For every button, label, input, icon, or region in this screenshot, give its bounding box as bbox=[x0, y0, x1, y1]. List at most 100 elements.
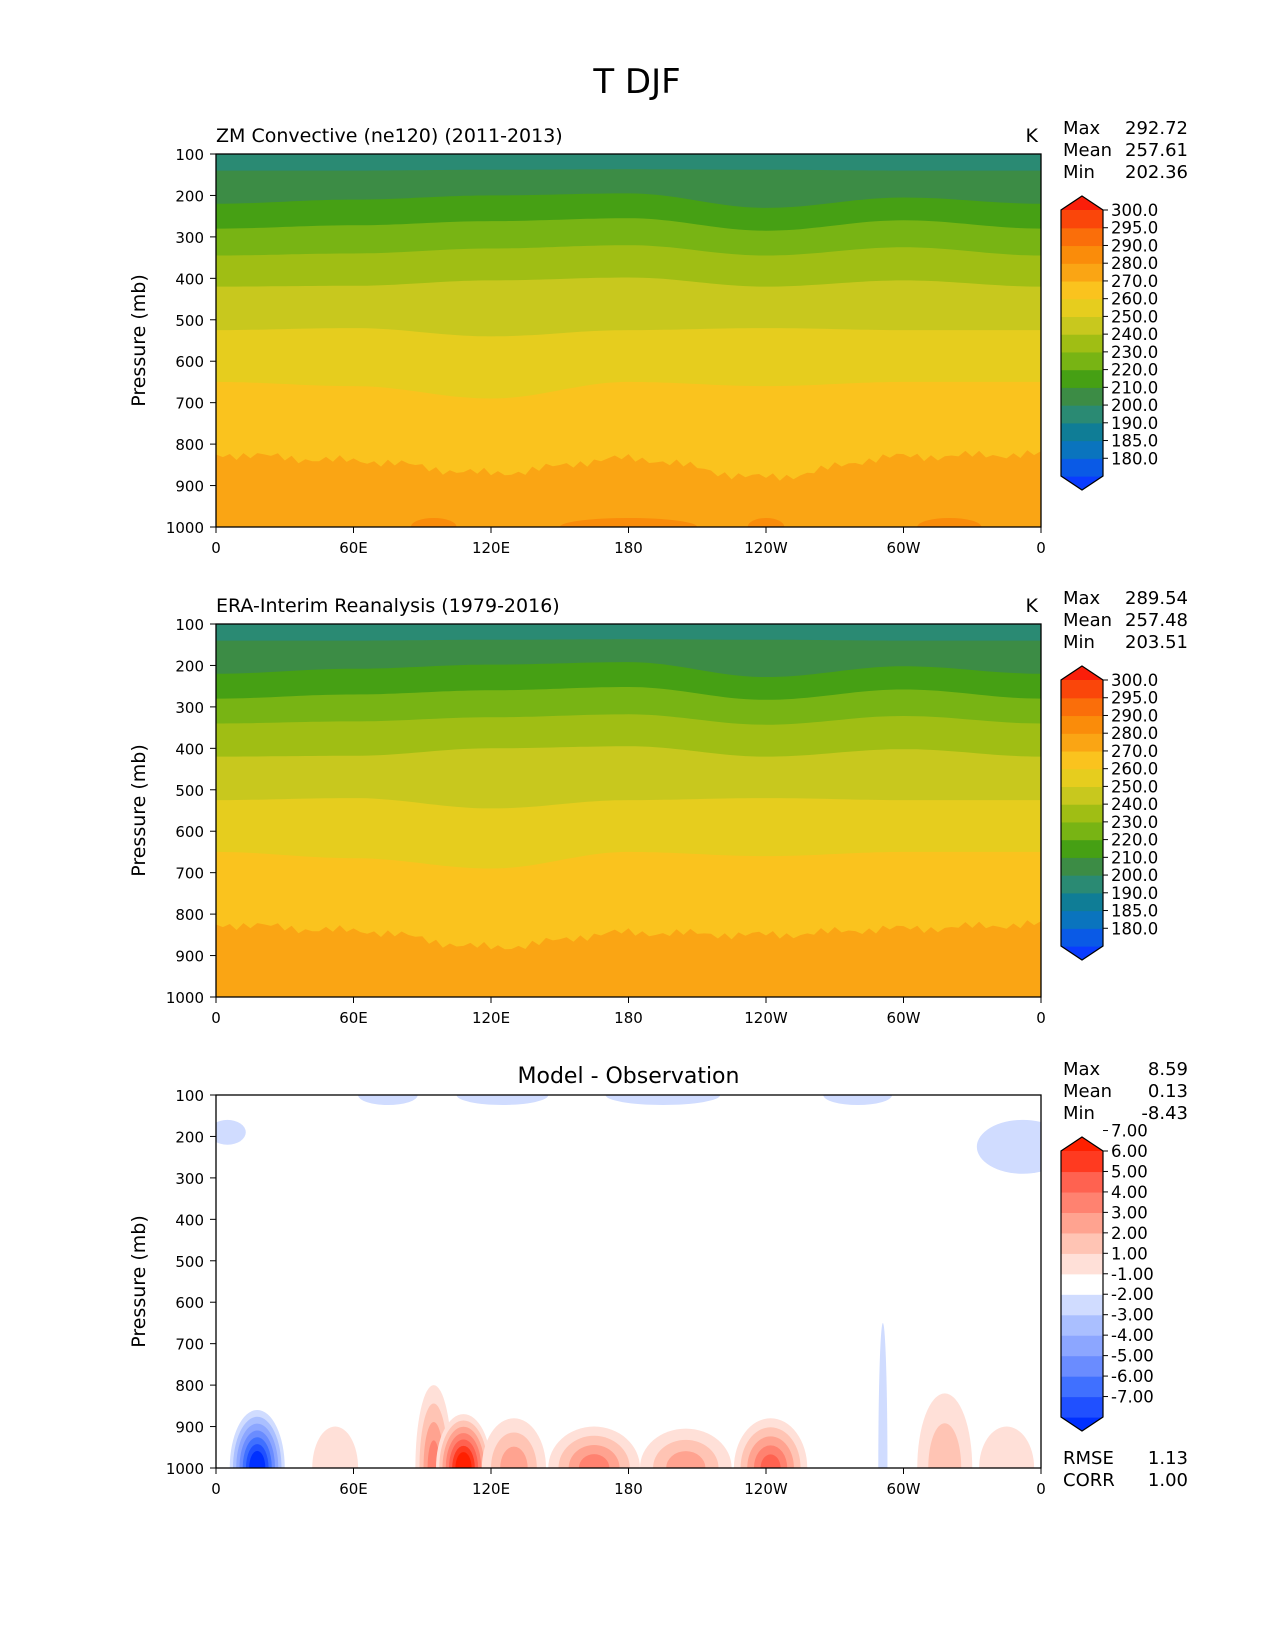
colorbar-swatch bbox=[1061, 1171, 1103, 1193]
contour-band bbox=[216, 450, 1041, 527]
y-tick-label: 800 bbox=[175, 436, 204, 454]
y-tick-label: 100 bbox=[175, 146, 204, 164]
colorbar-label: 295.0 bbox=[1111, 689, 1158, 708]
colorbar-label: 270.0 bbox=[1111, 272, 1158, 291]
colorbar-swatch bbox=[1061, 1335, 1103, 1357]
y-tick-label: 500 bbox=[175, 1253, 204, 1271]
contour-field bbox=[216, 154, 1041, 527]
colorbar-label: 295.0 bbox=[1111, 219, 1158, 238]
stat-value: 257.61 bbox=[1125, 140, 1188, 161]
colorbar-swatch bbox=[1061, 892, 1103, 912]
contour-band bbox=[928, 1423, 962, 1468]
colorbar-extend-low bbox=[1061, 1417, 1103, 1431]
y-tick-label: 400 bbox=[175, 740, 204, 758]
contour-field bbox=[216, 1095, 1041, 1468]
contour-band bbox=[456, 1095, 549, 1105]
x-tick-label: 0 bbox=[1036, 1009, 1046, 1027]
contour-band bbox=[878, 1322, 888, 1468]
colorbar-label: 200.0 bbox=[1111, 866, 1158, 885]
x-tick-label: 60W bbox=[887, 1009, 921, 1027]
colorbar-swatch bbox=[1061, 733, 1103, 752]
panel-title: Model - Observation bbox=[518, 1064, 740, 1089]
colorbar-label: 6.00 bbox=[1111, 1142, 1148, 1161]
y-tick-label: 900 bbox=[175, 1419, 204, 1437]
colorbar-swatch bbox=[1061, 458, 1103, 477]
colorbar-label: 260.0 bbox=[1111, 290, 1158, 309]
y-tick-label: 100 bbox=[175, 616, 204, 634]
panel-observation: 100 200 300 400 500 600 700 800 900 1000 0 60E 120E 1… bbox=[128, 588, 1188, 1027]
panel-model: 100 200 300 400 500 600 700 800 900 1000 0 60E 120E 1… bbox=[128, 118, 1188, 557]
y-tick-label: 700 bbox=[175, 865, 204, 883]
stat-label: Max bbox=[1063, 118, 1101, 139]
x-tick-label: 0 bbox=[1036, 539, 1046, 557]
colorbar-label: 240.0 bbox=[1111, 325, 1158, 344]
colorbar-extend-high bbox=[1061, 1137, 1103, 1151]
y-tick-label: 700 bbox=[175, 395, 204, 413]
stat-label: Max bbox=[1063, 588, 1101, 609]
colorbar-label: -5.00 bbox=[1111, 1347, 1154, 1366]
panel-title: ZM Convective (ne120) (2011-2013) bbox=[216, 125, 563, 147]
stat-label: Min bbox=[1063, 1103, 1095, 1124]
contour-band bbox=[410, 518, 457, 527]
colorbar-swatch bbox=[1061, 422, 1103, 442]
colorbar-swatch bbox=[1061, 839, 1103, 858]
colorbar-swatch bbox=[1061, 1396, 1103, 1418]
contour-band bbox=[666, 1451, 706, 1468]
colorbar-swatch bbox=[1061, 715, 1103, 734]
contour-band bbox=[252, 1457, 263, 1468]
x-tick-label: 120W bbox=[744, 1480, 788, 1498]
y-tick-label: 100 bbox=[175, 1087, 204, 1105]
y-tick-label: 1000 bbox=[166, 989, 204, 1007]
stat-label: Min bbox=[1063, 632, 1095, 653]
y-tick-label: 800 bbox=[175, 1377, 204, 1395]
x-tick-label: 180 bbox=[614, 539, 643, 557]
x-tick-label: 60W bbox=[887, 1480, 921, 1498]
colorbar-label: 250.0 bbox=[1111, 307, 1158, 326]
colorbar-swatch bbox=[1061, 1191, 1103, 1213]
colorbar-label: 250.0 bbox=[1111, 777, 1158, 796]
y-tick-label: 900 bbox=[175, 478, 204, 496]
colorbar-swatch bbox=[1061, 280, 1103, 300]
colorbar-swatch bbox=[1061, 821, 1103, 841]
colorbar-swatch bbox=[1061, 316, 1103, 335]
metric-value: 1.00 bbox=[1148, 1470, 1188, 1491]
contour-band bbox=[917, 518, 982, 527]
colorbar-label: 190.0 bbox=[1111, 414, 1158, 433]
y-tick-label: 600 bbox=[175, 823, 204, 841]
colorbar-swatch bbox=[1061, 387, 1103, 406]
colorbar-label: 300.0 bbox=[1111, 201, 1158, 220]
colorbar-extend-low bbox=[1061, 476, 1103, 490]
y-tick-label: 200 bbox=[175, 657, 204, 675]
colorbar-swatch bbox=[1061, 680, 1103, 699]
x-tick-label: 120E bbox=[472, 1480, 510, 1498]
stat-value: -8.43 bbox=[1141, 1103, 1188, 1124]
y-tick-label: 200 bbox=[175, 187, 204, 205]
colorbar-label: 1.00 bbox=[1111, 1244, 1148, 1263]
panel-units: K bbox=[1026, 125, 1039, 147]
colorbar-label: 200.0 bbox=[1111, 396, 1158, 415]
colorbar-label: 190.0 bbox=[1111, 884, 1158, 903]
colorbar-swatch bbox=[1061, 351, 1103, 371]
colorbar-swatch bbox=[1061, 1294, 1103, 1316]
colorbar-swatch bbox=[1061, 768, 1103, 787]
contour-band bbox=[578, 1454, 610, 1468]
contour-band bbox=[760, 1454, 781, 1468]
y-tick-label: 800 bbox=[175, 906, 204, 924]
y-tick-label: 500 bbox=[175, 782, 204, 800]
x-tick-label: 60E bbox=[339, 539, 368, 557]
contour-band bbox=[823, 1095, 893, 1105]
y-tick-label: 400 bbox=[175, 270, 204, 288]
stat-value: 8.59 bbox=[1148, 1059, 1188, 1080]
colorbar-swatch bbox=[1061, 1151, 1103, 1173]
contour-band bbox=[605, 1095, 721, 1105]
y-tick-label: 1000 bbox=[166, 1460, 204, 1478]
figure-title: T DJF bbox=[592, 62, 680, 102]
contour-band bbox=[216, 920, 1041, 997]
x-tick-label: 120W bbox=[744, 539, 788, 557]
y-tick-label: 600 bbox=[175, 353, 204, 371]
colorbar-swatch bbox=[1061, 697, 1103, 717]
y-tick-label: 300 bbox=[175, 229, 204, 247]
stat-value: 292.72 bbox=[1125, 118, 1188, 139]
colorbar-label: -6.00 bbox=[1111, 1367, 1154, 1386]
colorbar-label: 180.0 bbox=[1111, 449, 1158, 468]
